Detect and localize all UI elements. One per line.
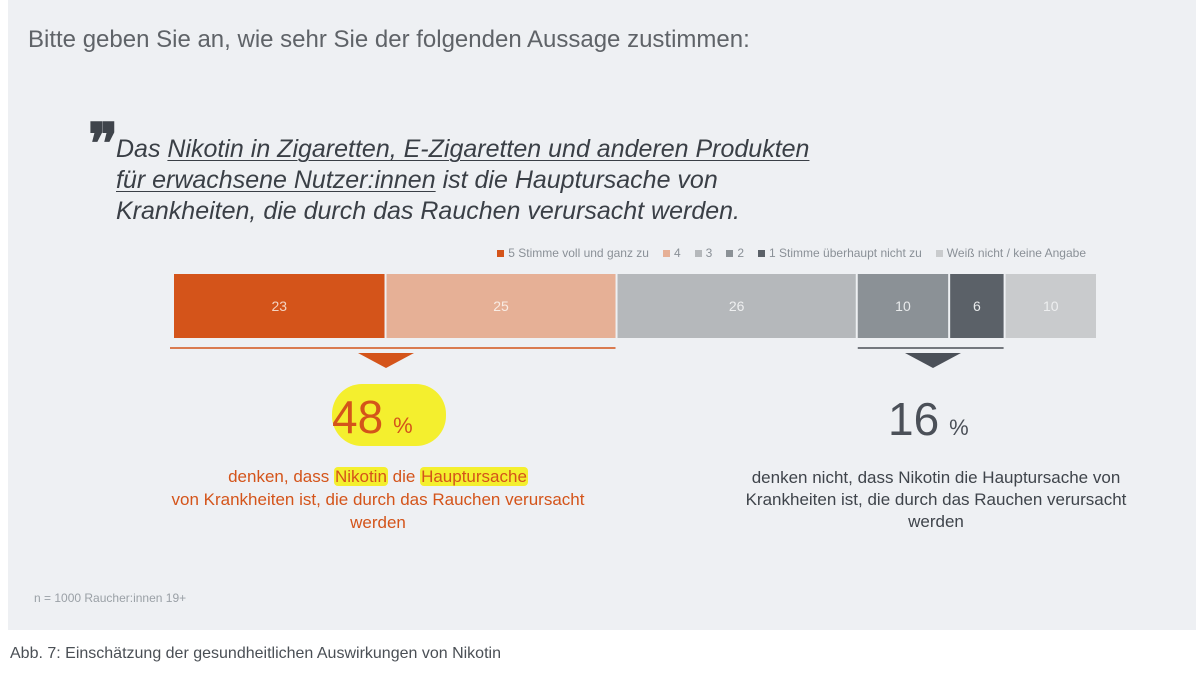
bar-segment <box>617 274 856 338</box>
figure-caption: Abb. 7: Einschätzung der gesundheitliche… <box>10 645 501 662</box>
quote-part2: ist die Hauptursache von Krankheiten, di… <box>116 166 740 225</box>
legend-swatch <box>694 249 702 257</box>
legend-swatch <box>758 249 766 257</box>
bar-segment <box>1005 274 1096 338</box>
agree-highlight-hauptursache: Hauptursache <box>420 467 528 486</box>
question-text: Bitte geben Sie an, wie sehr Sie der fol… <box>28 26 750 53</box>
bar-segment <box>950 274 1004 338</box>
agree-text-pre: denken, dass <box>228 467 334 486</box>
legend-label: 2 <box>737 246 745 260</box>
legend-item: 2 <box>726 246 744 260</box>
highlight-48 <box>332 384 446 446</box>
disagree-value: 16 <box>888 393 940 445</box>
agree-text-post: von Krankheiten ist, die durch das Rauch… <box>171 490 585 532</box>
agree-unit: % <box>393 413 413 438</box>
bar-value-label: 10 <box>895 298 911 314</box>
agree-description: denken, dass Nikotin die Hauptursache vo… <box>168 465 588 534</box>
legend-label: 3 <box>705 246 713 260</box>
sample-footnote: n = 1000 Raucher:innen 19+ <box>34 591 187 605</box>
bar-segment <box>857 274 949 338</box>
bar-segment <box>386 274 616 338</box>
legend-item: 5 Stimme voll und ganz zu <box>497 246 649 260</box>
legend-swatch <box>497 249 505 257</box>
bar-value-label: 6 <box>973 298 981 314</box>
legend-label: 5 Stimme voll und ganz zu <box>508 246 649 260</box>
legend-swatch <box>935 249 943 257</box>
legend-label: Weiß nicht / keine Angabe <box>946 246 1086 260</box>
stacked-bar-chart: 23 25 26 10 6 10 <box>170 274 1096 368</box>
agree-text-mid: die <box>387 467 421 486</box>
agree-value: 48 <box>332 391 384 443</box>
disagree-arrow-icon <box>905 353 961 368</box>
agree-percentage: 48 % <box>332 390 413 444</box>
legend-item: 3 <box>694 246 713 260</box>
agree-arrow-icon <box>358 353 414 368</box>
disagree-percentage: 16 % <box>888 392 969 446</box>
legend-item: 4 <box>662 246 681 260</box>
chart-legend: 5 Stimme voll und ganz zu 4 3 2 1 Stimme übe… <box>497 246 1086 260</box>
legend-item: 1 Stimme überhaupt nicht zu <box>758 246 922 260</box>
bar-value-label: 25 <box>493 298 509 314</box>
legend-label: 4 <box>673 246 681 260</box>
agree-highlight-nikotin: Nikotin <box>333 467 388 486</box>
disagree-description: denken nicht, dass Nikotin die Hauptursa… <box>745 468 1127 531</box>
statement-quote: Das Nikotin in Zigaretten, E-Zigaretten … <box>116 134 816 227</box>
bar-segment <box>174 274 385 338</box>
disagree-unit: % <box>949 415 969 440</box>
figure-panel: Bitte geben Sie an, wie sehr Sie der fol… <box>8 0 1196 630</box>
bar-value-label: 23 <box>271 298 287 314</box>
legend-item: Weiß nicht / keine Angabe <box>935 246 1086 260</box>
bar-value-label: 26 <box>729 298 745 314</box>
legend-swatch <box>726 249 734 257</box>
legend-label: 1 Stimme überhaupt nicht zu <box>769 246 922 260</box>
legend-swatch <box>662 249 670 257</box>
quote-part1: Das <box>116 135 168 163</box>
bar-value-label: 10 <box>1043 298 1059 314</box>
quote-underlined: Nikotin in Zigaretten, E-Zigaretten und … <box>116 135 810 194</box>
